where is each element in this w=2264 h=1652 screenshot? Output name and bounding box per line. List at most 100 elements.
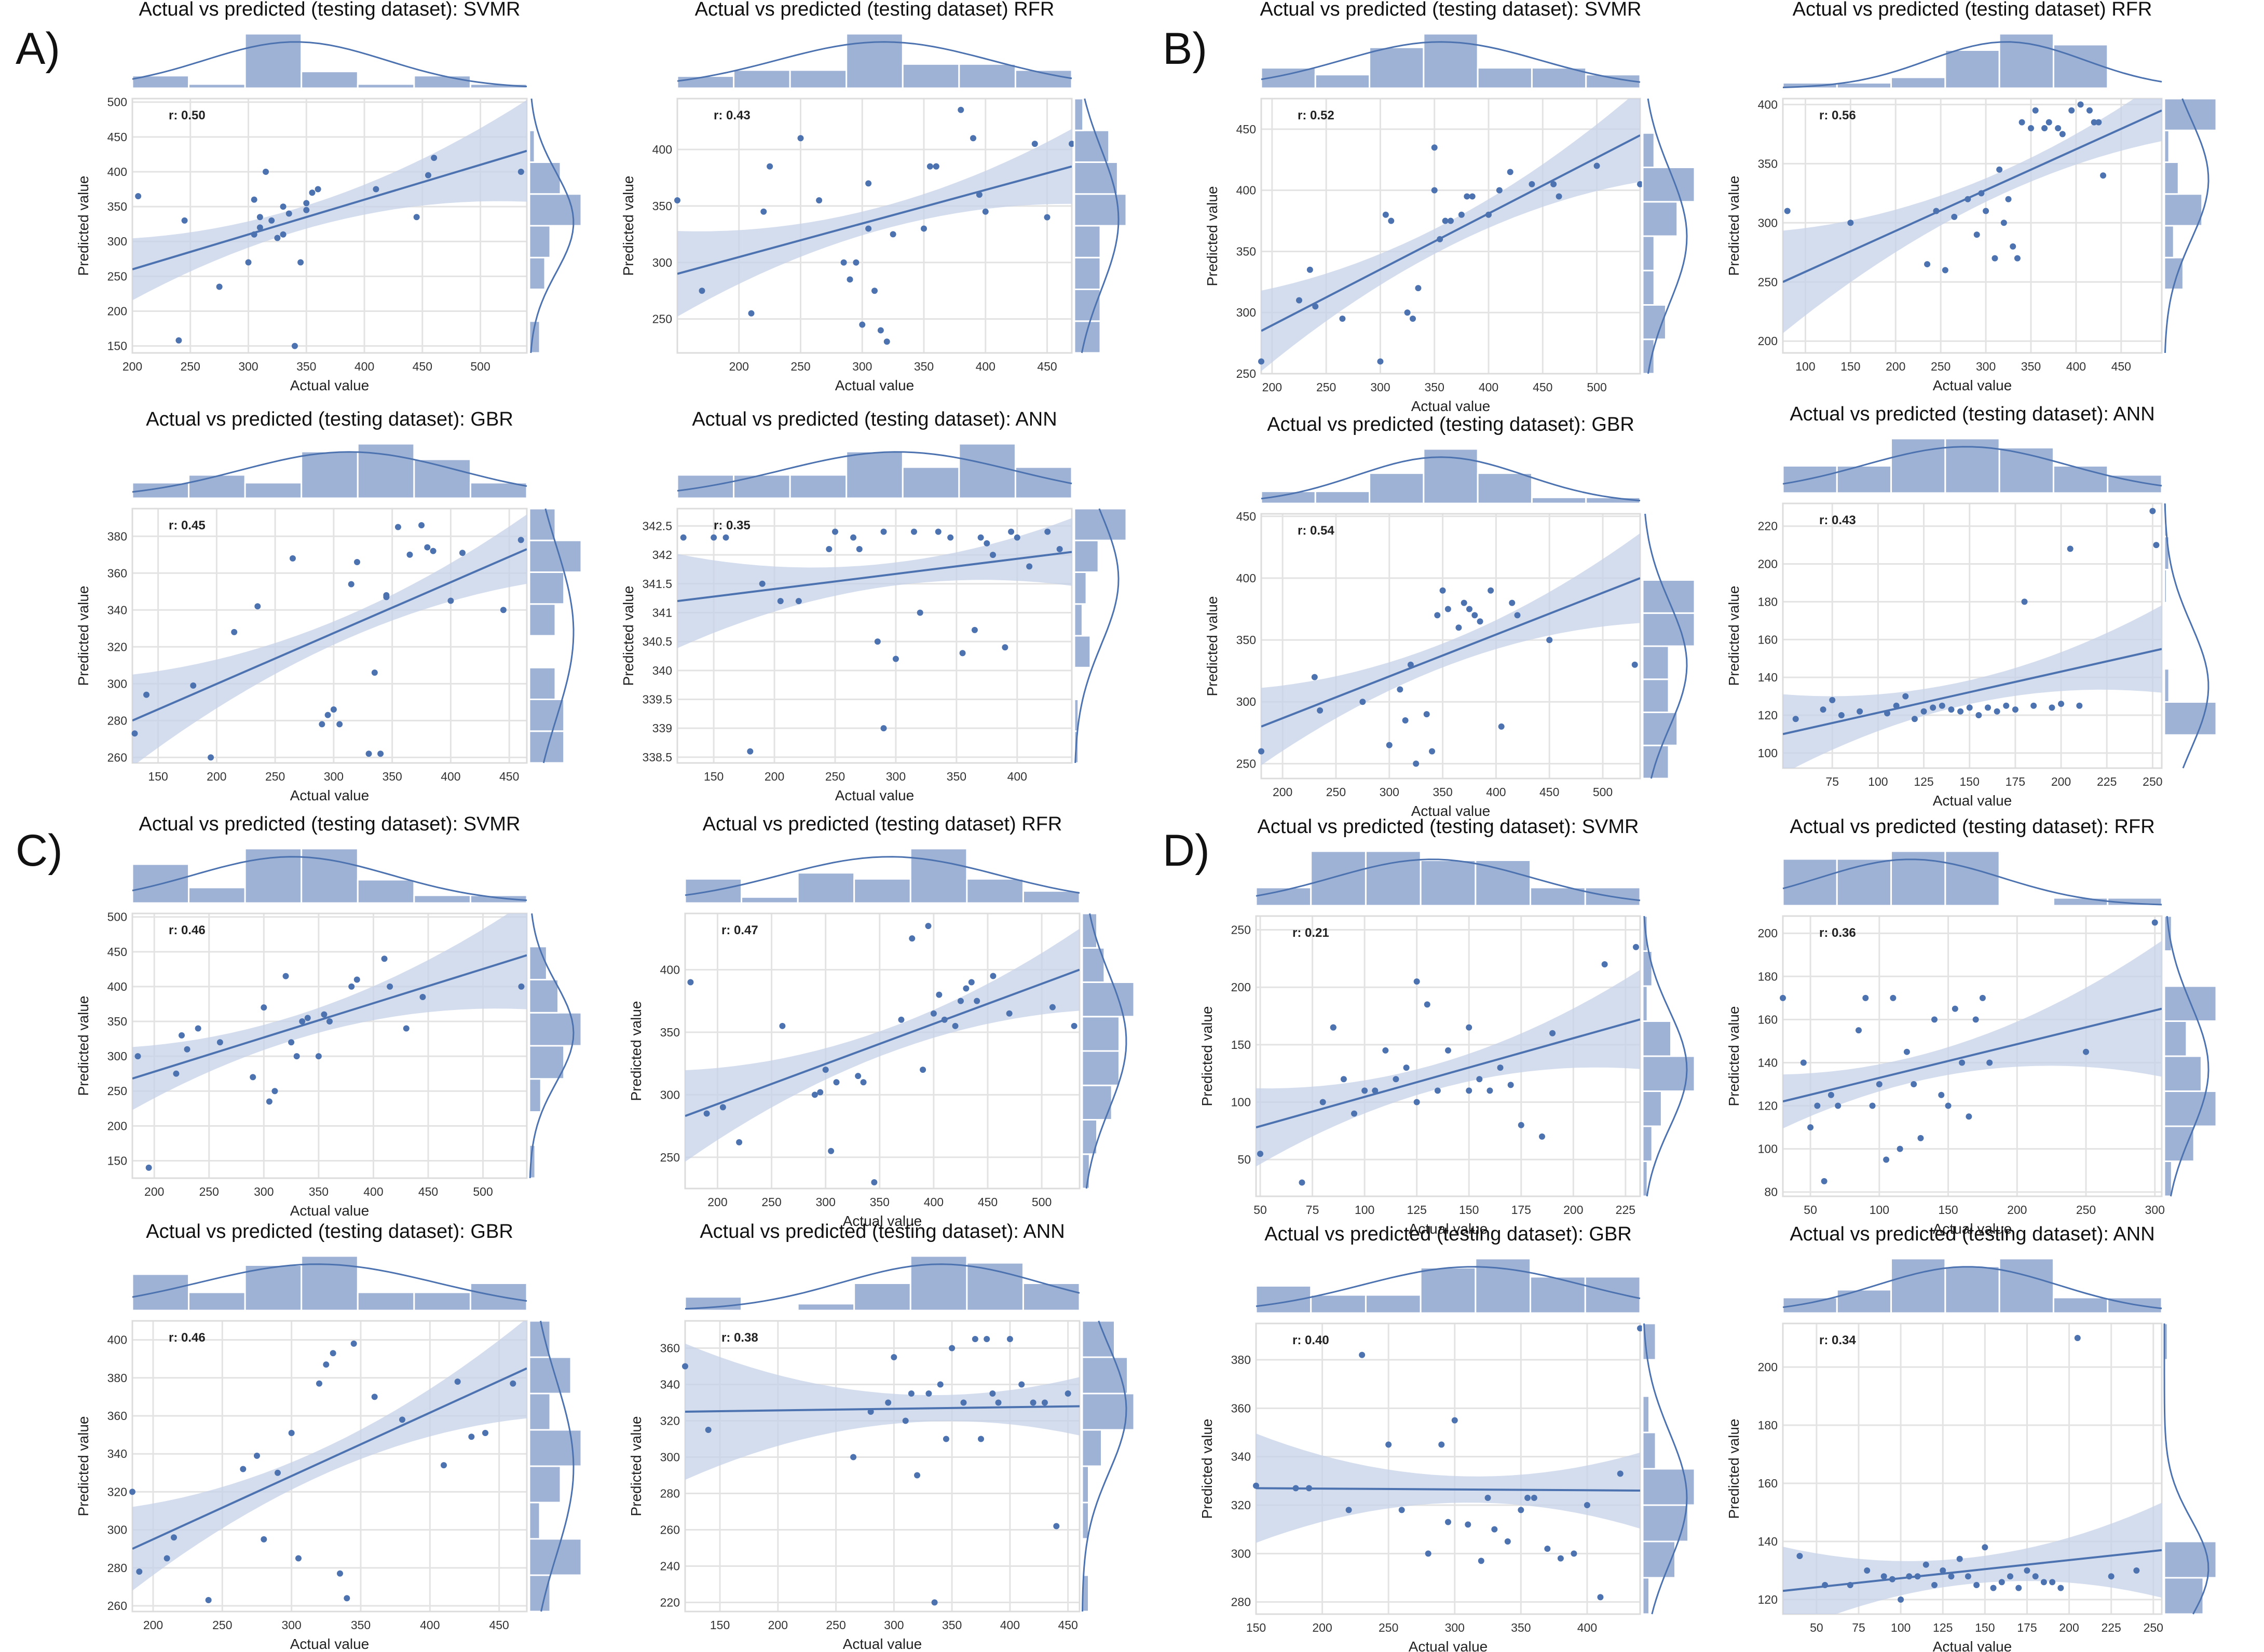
plot-title: Actual vs predicted (testing dataset): G… (1264, 1223, 1632, 1245)
x-tick-label: 450 (499, 770, 519, 783)
data-point (968, 979, 975, 986)
y-axis-label: Predicted value (75, 995, 91, 1096)
data-point (1041, 1399, 1048, 1406)
x-tick-label: 200 (765, 770, 784, 783)
data-point (1924, 261, 1931, 268)
x-tick-label: 350 (1433, 785, 1452, 799)
marginal-y-kde (1644, 513, 1688, 779)
marginal-x-bar (1944, 49, 2000, 89)
data-point (143, 691, 150, 698)
data-point (682, 1363, 688, 1370)
x-tick-label: 175 (2006, 775, 2025, 788)
data-point (926, 163, 933, 170)
panel-label-d: D) (1163, 826, 1210, 876)
y-tick-label: 450 (1236, 510, 1256, 523)
data-point (759, 580, 766, 587)
marginal-y-kde (2164, 98, 2210, 353)
data-point (1911, 1081, 1917, 1087)
x-tick-label: 250 (181, 360, 200, 373)
marginal-y-bar (1081, 1429, 1102, 1467)
data-point (722, 534, 729, 541)
data-point (1471, 612, 1478, 619)
marginal-x-bar (909, 848, 968, 904)
data-point (1571, 1550, 1577, 1557)
data-point (1952, 1005, 1958, 1012)
data-point (1986, 1059, 1993, 1066)
marginal-y-bar (1073, 508, 1127, 541)
data-point (371, 1394, 378, 1400)
y-axis-label: Predicted value (620, 585, 636, 686)
marginal-x-bar (1365, 1294, 1422, 1314)
data-point (216, 1039, 223, 1046)
data-point (2003, 702, 2010, 709)
x-tick-label: 350 (2021, 360, 2041, 373)
marginal-y-kde (529, 913, 575, 1179)
confidence-band (1783, 605, 2162, 768)
data-point (1930, 704, 1936, 711)
data-point (1979, 994, 1986, 1001)
marginal-x-kde (1256, 858, 1641, 902)
data-point (299, 1018, 306, 1025)
data-point (822, 1067, 829, 1073)
data-point (1966, 704, 1973, 711)
data-point (2021, 598, 2028, 605)
data-point (1403, 1064, 1410, 1071)
data-point (350, 1340, 357, 1347)
marginal-x-bar (1998, 1258, 2054, 1314)
x-tick-label: 400 (2066, 360, 2086, 373)
subplot-d-3: Actual vs predicted (testing dataset): G… (1199, 1223, 1696, 1652)
marginal-x-bar (1022, 890, 1081, 904)
x-tick-label: 400 (354, 360, 374, 373)
x-tick-label: 100 (1868, 775, 1888, 788)
x-tick-label: 200 (2051, 775, 2071, 788)
data-point (917, 609, 923, 616)
y-tick-label: 140 (1758, 671, 1778, 684)
data-point (250, 1074, 256, 1081)
y-tick-label: 300 (660, 1088, 680, 1101)
r-annotation: r: 0.52 (1298, 108, 1334, 122)
data-point (1883, 1156, 1890, 1163)
regression-line (1783, 1007, 2162, 1103)
y-tick-label: 240 (660, 1560, 680, 1573)
data-point (1597, 1594, 1604, 1601)
r-annotation: r: 0.43 (714, 108, 751, 122)
marginal-x-bar (1369, 46, 1425, 89)
x-tick-label: 150 (148, 770, 168, 783)
marginal-x-bar (2052, 1296, 2109, 1314)
marginal-x-bar (797, 872, 855, 904)
marginal-y-bar (1073, 603, 1083, 637)
x-tick-label: 250 (2144, 1621, 2163, 1634)
marginal-x-bar (1836, 1289, 1892, 1314)
r-annotation: r: 0.43 (1819, 513, 1856, 527)
data-point (1796, 1553, 1803, 1559)
marginal-x-bar (1314, 490, 1371, 504)
x-tick-label: 400 (1486, 785, 1506, 799)
data-point (2018, 119, 2025, 126)
data-point (1939, 702, 1945, 709)
data-point (431, 155, 438, 161)
data-point (1444, 606, 1451, 612)
plot-frame (1260, 513, 1641, 780)
data-point (231, 629, 238, 635)
data-point (413, 214, 420, 221)
y-tick-label: 280 (107, 1561, 127, 1575)
data-point (1319, 1099, 1326, 1105)
data-point (1439, 587, 1446, 594)
data-point (1972, 1016, 1979, 1023)
data-point (1838, 712, 1845, 718)
y-tick-label: 380 (107, 529, 127, 543)
y-tick-label: 340 (107, 1447, 127, 1460)
data-point (282, 973, 289, 979)
data-point (441, 1462, 447, 1469)
x-tick-label: 50 (1810, 1621, 1823, 1634)
data-point (921, 225, 927, 232)
plot-title: Actual vs predicted (testing dataset): G… (1267, 414, 1634, 435)
y-tick-label: 320 (660, 1414, 680, 1428)
x-tick-label: 250 (790, 360, 810, 373)
confidence-band (1783, 99, 2162, 334)
data-point (1496, 187, 1503, 194)
plot-title: Actual vs predicted (testing dataset) RF… (695, 0, 1055, 20)
x-tick-label: 300 (281, 1618, 301, 1632)
data-point (1361, 1087, 1368, 1094)
x-tick-label: 100 (1795, 360, 1815, 373)
